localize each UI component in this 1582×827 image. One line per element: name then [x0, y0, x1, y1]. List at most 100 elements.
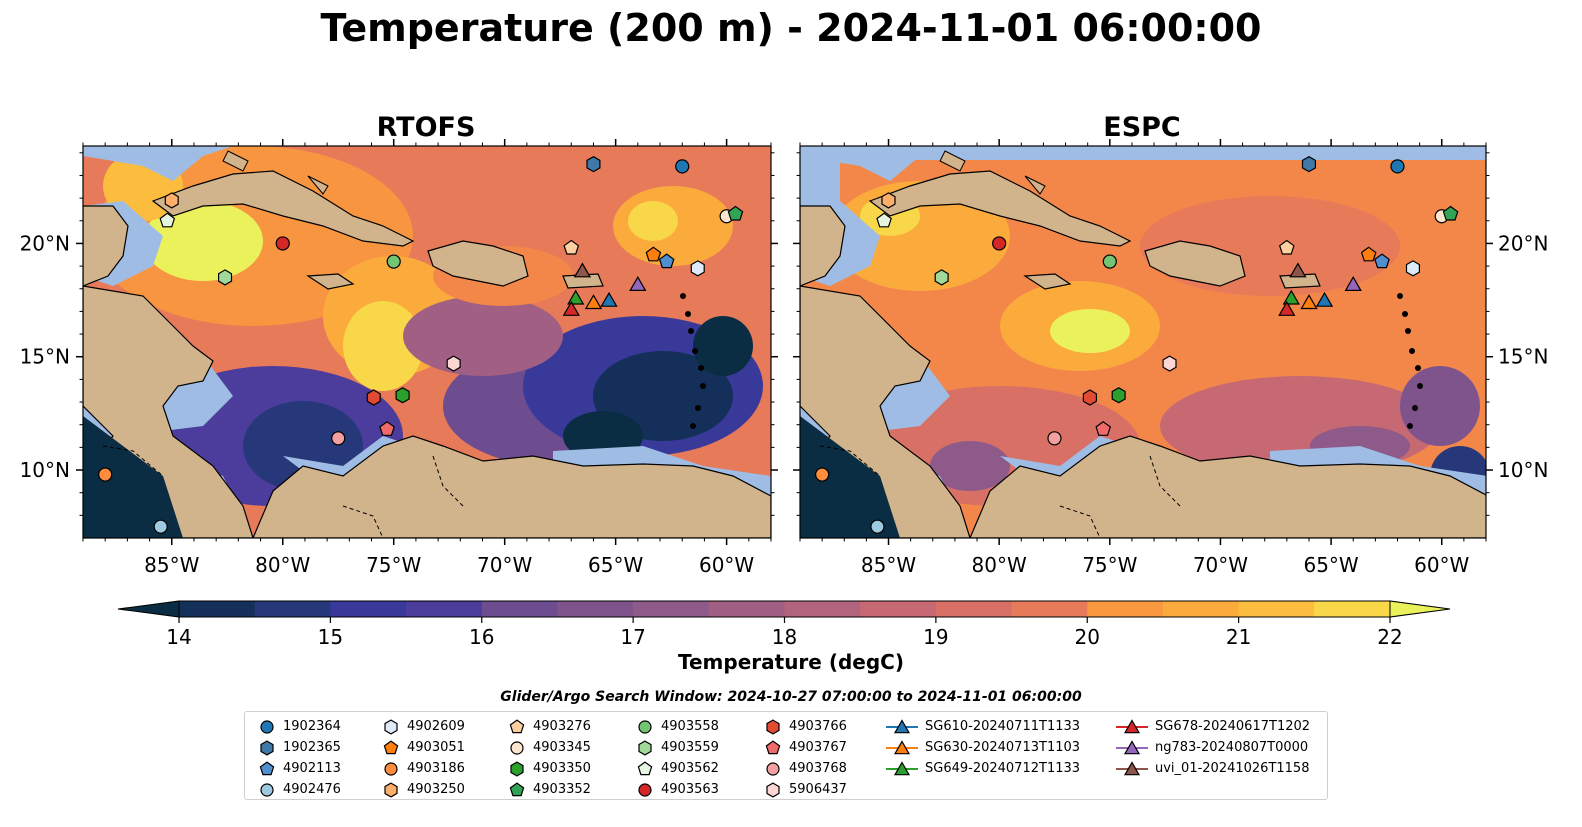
colorbar-bin — [633, 601, 710, 617]
legend-entry: 4903250 — [381, 779, 465, 800]
platform-marker-espc-4903767 — [1095, 421, 1112, 436]
legend-column: SG610-20240711T1133 SG630-20240713T1103 SG… — [885, 716, 1080, 779]
platform-marker-rtofs-uvi_01-20241026T1158 — [573, 262, 592, 278]
colorbar-extend-low — [117, 600, 180, 618]
legend-label: 4903766 — [789, 719, 847, 734]
legend-entry: 4902476 — [257, 779, 341, 800]
platform-marker-rtofs-4903559 — [218, 269, 233, 286]
platform-marker-espc-4903186 — [815, 467, 830, 482]
legend-marker-icon — [260, 782, 274, 797]
platform-marker-rtofs-4903051 — [645, 246, 662, 262]
colorbar-tick-label: 16 — [469, 625, 494, 649]
legend-marker-icon — [260, 739, 274, 756]
legend-entry: SG649-20240712T1133 — [885, 758, 1080, 779]
legend-label: 4902476 — [283, 782, 341, 797]
platform-marker-espc-4903276 — [1278, 239, 1295, 255]
platform-marker-rtofs-4903186 — [98, 467, 113, 482]
colorbar-tick-label: 14 — [166, 625, 191, 649]
panel-title-espc: ESPC — [1103, 112, 1181, 143]
colorbar-bin — [1011, 601, 1088, 617]
legend-label: 4903562 — [661, 761, 719, 776]
legend-entry: 4903766 — [763, 716, 847, 737]
lon-tick-label: 65°W — [588, 553, 643, 577]
legend-symbol — [638, 719, 652, 734]
legend-marker-icon — [886, 760, 918, 775]
platform-marker-espc-4903051 — [1360, 246, 1377, 262]
legend-column: 4903558 4903559 4903562 4903563 — [635, 716, 719, 800]
platform-marker-rtofs-4903276 — [563, 239, 580, 255]
platform-marker-espc-4903352 — [1442, 205, 1459, 221]
colorbar-bin — [254, 601, 331, 617]
legend-marker-icon — [383, 739, 399, 754]
legend-label: 4903350 — [533, 761, 591, 776]
legend-label: 4902113 — [283, 761, 341, 776]
platform-marker-rtofs-SG678-20240617T1202 — [562, 300, 580, 316]
legend-marker-icon — [886, 718, 918, 733]
legend-label: 4903051 — [407, 740, 465, 755]
legend-entry: SG630-20240713T1103 — [885, 737, 1080, 758]
lat-tick-label: 10°N — [20, 458, 70, 482]
lon-tick-label: 85°W — [861, 553, 916, 577]
legend-label: SG610-20240711T1133 — [925, 719, 1081, 734]
legend-entry: 4903563 — [635, 779, 719, 800]
legend-symbol — [260, 719, 274, 734]
lon-tick-label: 70°W — [1193, 553, 1248, 577]
legend-label: 4903250 — [407, 782, 465, 797]
legend-label: SG649-20240712T1133 — [925, 761, 1081, 776]
legend-marker-icon — [259, 760, 275, 775]
legend-column: 4902609 4903051 4903186 4903250 — [381, 716, 465, 800]
legend-marker-icon — [1116, 739, 1148, 754]
colorbar-bin — [406, 601, 483, 617]
legend-label: 4903276 — [533, 719, 591, 734]
legend-column: 1902364 1902365 4902113 4902476 — [257, 716, 341, 800]
legend-marker-icon — [765, 739, 781, 754]
lon-tick-label: 60°W — [1414, 553, 1469, 577]
colorbar-bin — [784, 601, 861, 617]
legend-symbol — [383, 739, 399, 754]
legend-entry: 1902364 — [257, 716, 341, 737]
legend-symbol — [766, 781, 780, 798]
platform-marker-espc-5906437 — [1162, 355, 1177, 372]
platform-marker-rtofs-1902365 — [586, 156, 601, 173]
colorbar-bin — [1238, 601, 1315, 617]
lon-tick-label: 75°W — [1082, 553, 1137, 577]
search-window-text: Glider/Argo Search Window: 2024-10-27 07… — [500, 689, 1082, 705]
platform-marker-espc-4902609 — [1405, 260, 1421, 277]
legend-symbol — [509, 781, 525, 796]
legend-symbol — [510, 760, 524, 777]
colorbar-tick-label: 17 — [620, 625, 645, 649]
platform-legend: 1902364 1902365 4902113 4902476 4902609 49030… — [244, 711, 1328, 800]
lon-tick-label: 80°W — [255, 553, 310, 577]
legend-marker-icon — [638, 719, 652, 734]
legend-entry: uvi_01-20241026T1158 — [1115, 758, 1310, 779]
legend-marker-icon — [509, 718, 525, 733]
colorbar-bin — [1087, 601, 1164, 617]
legend-label: 4903558 — [661, 719, 719, 734]
lat-tick-label: 10°N — [1498, 458, 1548, 482]
legend-entry: 4903558 — [635, 716, 719, 737]
legend-entry: 4903276 — [507, 716, 591, 737]
platform-marker-espc-4903350 — [1111, 387, 1126, 404]
platform-marker-rtofs-SG649-20240712T1133 — [567, 289, 585, 305]
platform-marker-espc-4903558 — [1102, 254, 1117, 269]
platform-marker-espc-SG630-20240713T1103 — [1300, 294, 1318, 310]
map-espc — [800, 146, 1486, 538]
legend-entry: 5906437 — [763, 779, 847, 800]
legend-entry: 4902113 — [257, 758, 341, 779]
legend-marker-icon — [510, 740, 524, 755]
legend-column: SG678-20240617T1202 ng783-20240807T0000 uv… — [1115, 716, 1310, 779]
colorbar-bin — [935, 601, 1013, 617]
legend-marker-icon — [766, 781, 780, 798]
legend-symbol — [384, 781, 398, 798]
legend-entry: 4903051 — [381, 737, 465, 758]
platform-marker-rtofs-4903350 — [395, 387, 410, 404]
colorbar-bin — [179, 601, 256, 617]
legend-entry: 4903768 — [763, 758, 847, 779]
legend-label: 4903767 — [789, 740, 847, 755]
legend-label: 4902609 — [407, 719, 465, 734]
legend-column: 4903766 4903767 4903768 5906437 — [763, 716, 847, 800]
platform-marker-rtofs-1902364 — [675, 159, 690, 174]
platform-marker-espc-1902364 — [1390, 159, 1405, 174]
platform-marker-rtofs-4903558 — [386, 254, 401, 269]
platform-marker-rtofs-4902476 — [153, 519, 168, 534]
